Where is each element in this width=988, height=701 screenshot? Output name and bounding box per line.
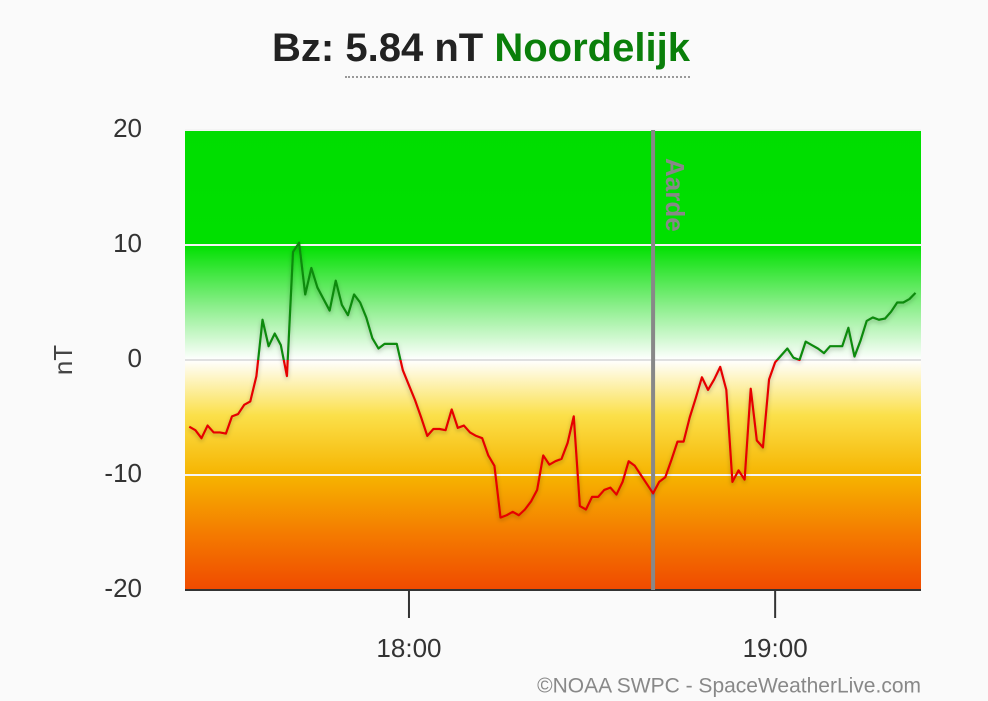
y-tick-label: 10: [113, 228, 142, 258]
x-tick-label: 19:00: [743, 633, 808, 663]
y-axis-label: nT: [48, 345, 78, 375]
credit: ©NOAA SWPC - SpaceWeatherLive.com: [537, 675, 921, 698]
x-tick-label: 18:00: [376, 633, 441, 663]
title-underlined: 5.84 nT Noordelijk: [345, 26, 690, 78]
title-prefix: Bz:: [272, 26, 335, 70]
chart-title: Bz: 5.84 nT Noordelijk: [0, 26, 962, 78]
y-tick-label: 0: [128, 343, 142, 373]
y-tick-label: -10: [104, 458, 142, 488]
data-line: [188, 241, 917, 519]
title-value: 5.84 nT: [345, 26, 484, 70]
annotation-label: Aarde: [660, 158, 690, 232]
title-status: Noordelijk: [494, 26, 690, 70]
y-tick-label: 20: [113, 113, 142, 143]
y-tick-label: -20: [104, 573, 142, 603]
